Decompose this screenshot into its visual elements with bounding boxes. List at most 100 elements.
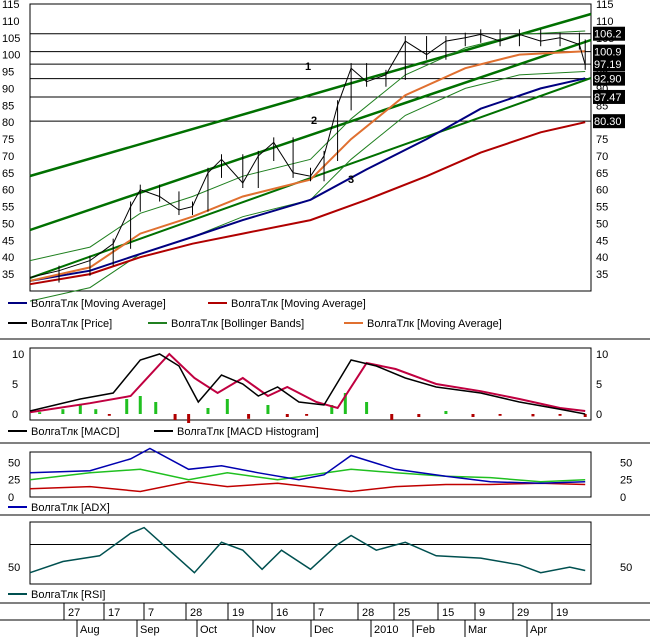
day-tick-label: 16 [276, 607, 288, 619]
price-tick-left: 35 [2, 269, 14, 281]
price-line [29, 33, 586, 278]
adx-tick-left: 25 [8, 475, 20, 487]
channel-marker-1: 1 [305, 61, 311, 73]
adx-series-group [29, 447, 586, 493]
price-axis: 3535404045455050555560606565707075758080… [2, 0, 614, 281]
day-tick-label: 17 [108, 607, 120, 619]
macd-histogram-bar [417, 414, 421, 417]
price-tick-right: 75 [596, 134, 608, 146]
price-tick-left: 40 [2, 252, 14, 264]
level-label: 100.9 [594, 47, 622, 59]
macd-histogram-bar [498, 414, 502, 416]
channel-line-middle [29, 38, 592, 232]
price-legend: ВолгаТлк [Moving Average] ВолгаТлк [Movi… [8, 298, 502, 330]
month-tick-label: Nov [256, 624, 276, 636]
day-tick-label: 29 [517, 607, 529, 619]
macd-histogram-bar [305, 414, 309, 416]
macd-histogram-bar [266, 405, 270, 414]
price-tick-left: 110 [2, 16, 20, 28]
price-tick-right: 45 [596, 235, 608, 247]
macd-histogram-bar [173, 414, 177, 420]
channel-marker-3: 3 [348, 174, 354, 186]
level-label-box [593, 44, 625, 59]
price-tick-right: 50 [596, 218, 608, 230]
day-tick-label: 15 [442, 607, 454, 619]
legend-label: ВолгаТлк [MACD] [31, 426, 120, 438]
level-label-box [593, 89, 625, 104]
price-tick-right: 65 [596, 168, 608, 180]
price-tick-left: 105 [2, 33, 20, 45]
level-label: 80.30 [594, 116, 622, 128]
macd-line [29, 353, 586, 415]
macd-histogram-bar [343, 393, 347, 414]
macd-histogram-bar [531, 414, 535, 417]
macd-histogram-bar [247, 414, 251, 419]
moving-average-long-line [29, 121, 586, 286]
price-series-group [29, 29, 586, 302]
di-plus-line [29, 468, 586, 483]
macd-histogram-bar [61, 409, 65, 414]
macd-histogram-bar [390, 414, 394, 420]
legend-label: ВолгаТлк [Moving Average] [367, 318, 502, 330]
price-tick-left: 65 [2, 168, 14, 180]
macd-histogram-bar [38, 412, 42, 414]
price-tick-left: 50 [2, 218, 14, 230]
adx-tick-right: 0 [620, 492, 626, 504]
day-tick-label: 25 [398, 607, 410, 619]
level-label-box [593, 71, 625, 86]
macd-histogram-bar [107, 414, 111, 416]
price-tick-left: 80 [2, 117, 14, 129]
price-tick-right: 40 [596, 252, 608, 264]
channel-line-upper [29, 12, 592, 178]
price-tick-right: 35 [596, 269, 608, 281]
macd-histogram-bar [78, 405, 82, 414]
month-tick-label: Oct [200, 624, 217, 636]
adx-tick-right: 25 [620, 475, 632, 487]
moving-average-mid-line [29, 77, 586, 282]
day-tick-label: 27 [68, 607, 80, 619]
rsi-tick-left: 50 [8, 562, 20, 574]
macd-histogram-bar [125, 399, 129, 414]
macd-tick-right: 0 [596, 409, 602, 421]
level-label: 97.19 [594, 59, 622, 71]
macd-histogram-bar [225, 399, 229, 414]
price-tick-right: 55 [596, 202, 608, 214]
macd-tick-right: 10 [596, 349, 608, 361]
macd-axis: 0 0 5 5 10 10 [12, 349, 608, 421]
price-tick-right: 60 [596, 185, 608, 197]
macd-histogram-bar [365, 402, 369, 414]
month-tick-label: Feb [416, 624, 435, 636]
macd-histogram-bar [558, 414, 562, 416]
bollinger-upper-line [29, 30, 586, 262]
adx-tick-left: 50 [8, 457, 20, 469]
month-tick-label: Mar [468, 624, 487, 636]
adx-tick-left: 0 [8, 492, 14, 504]
legend-label: ВолгаТлк [Price] [31, 318, 112, 330]
legend-label: ВолгаТлк [Moving Average] [31, 298, 166, 310]
day-tick-label: 28 [190, 607, 202, 619]
macd-signal-line [29, 352, 586, 414]
month-tick-label: 2010 [374, 624, 398, 636]
price-tick-right: 70 [596, 151, 608, 163]
channel-marker-2: 2 [311, 115, 317, 127]
price-tick-left: 90 [2, 83, 14, 95]
price-tick-left: 70 [2, 151, 14, 163]
legend-label: ВолгаТлк [Moving Average] [231, 298, 366, 310]
price-tick-left: 85 [2, 100, 14, 112]
rsi-line [29, 526, 586, 574]
adx-axis: 0 0 25 25 50 50 [8, 457, 632, 504]
level-label-box [593, 114, 625, 129]
price-tick-left: 115 [2, 0, 20, 11]
price-tick-left: 55 [2, 202, 14, 214]
macd-histogram-bar [330, 405, 334, 414]
macd-histogram-bar [187, 414, 191, 423]
macd-tick-right: 5 [596, 379, 602, 391]
legend-label: ВолгаТлк [Bollinger Bands] [171, 318, 304, 330]
legend-label: ВолгаТлк [ADX] [31, 502, 110, 514]
macd-histogram-bar [154, 402, 158, 414]
macd-histogram-bar [471, 414, 475, 417]
price-tick-left: 45 [2, 235, 14, 247]
day-tick-label: 7 [148, 607, 154, 619]
price-tick-left: 95 [2, 67, 14, 79]
